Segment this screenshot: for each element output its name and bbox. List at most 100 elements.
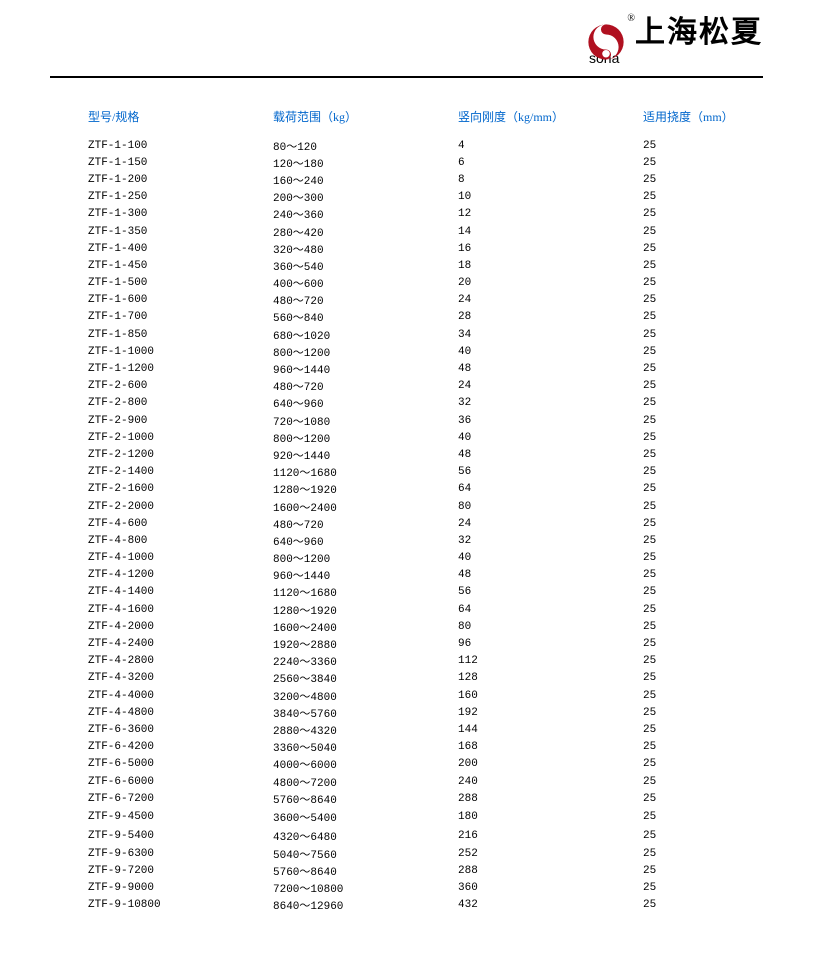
cell-stiffness: 32 <box>458 535 643 547</box>
cell-model: ZTF-4-800 <box>88 535 273 547</box>
cell-model: ZTF-6-5000 <box>88 758 273 770</box>
table-row: ZTF-9-90007200～1080036025 <box>88 880 763 897</box>
table-row: ZTF-9-63005040～756025225 <box>88 845 763 862</box>
cell-model: ZTF-1-850 <box>88 329 273 341</box>
table-row: ZTF-4-48003840～576019225 <box>88 704 763 721</box>
cell-load: 5760～8640 <box>273 863 458 879</box>
cell-model: ZTF-4-4800 <box>88 707 273 719</box>
cell-load: 1920～2880 <box>273 636 458 652</box>
cell-deflection: 25 <box>643 621 763 633</box>
table-row: ZTF-9-108008640～1296043225 <box>88 897 763 914</box>
cell-deflection: 25 <box>643 865 763 877</box>
table-row: ZTF-1-600480～7202425 <box>88 292 763 309</box>
cell-model: ZTF-1-300 <box>88 208 273 220</box>
cell-load: 320～480 <box>273 241 458 257</box>
cell-stiffness: 192 <box>458 707 643 719</box>
cell-deflection: 25 <box>643 243 763 255</box>
cell-load: 120～180 <box>273 155 458 171</box>
cell-stiffness: 216 <box>458 830 643 842</box>
cell-stiffness: 432 <box>458 899 643 911</box>
cell-model: ZTF-6-3600 <box>88 724 273 736</box>
cell-deflection: 25 <box>643 569 763 581</box>
cell-stiffness: 80 <box>458 501 643 513</box>
cell-deflection: 25 <box>643 690 763 702</box>
table-row: ZTF-2-1200920～14404825 <box>88 446 763 463</box>
cell-stiffness: 6 <box>458 157 643 169</box>
cell-stiffness: 200 <box>458 758 643 770</box>
cell-deflection: 25 <box>643 449 763 461</box>
cell-model: ZTF-6-7200 <box>88 793 273 805</box>
table-row: ZTF-1-400320～4801625 <box>88 240 763 257</box>
cell-load: 3840～5760 <box>273 705 458 721</box>
cell-model: ZTF-4-1600 <box>88 604 273 616</box>
cell-deflection: 25 <box>643 586 763 598</box>
cell-load: 3200～4800 <box>273 688 458 704</box>
cell-load: 640～960 <box>273 395 458 411</box>
cell-model: ZTF-1-350 <box>88 226 273 238</box>
cell-load: 480～720 <box>273 378 458 394</box>
cell-load: 5040～7560 <box>273 846 458 862</box>
cell-stiffness: 16 <box>458 243 643 255</box>
cell-model: ZTF-2-1600 <box>88 483 273 495</box>
cell-deflection: 25 <box>643 397 763 409</box>
cell-model: ZTF-9-10800 <box>88 899 273 911</box>
cell-deflection: 25 <box>643 415 763 427</box>
col-header-stiffness: 竖向刚度（kg/mm） <box>458 108 643 125</box>
cell-load: 5760～8640 <box>273 791 458 807</box>
cell-stiffness: 56 <box>458 586 643 598</box>
cell-load: 960～1440 <box>273 567 458 583</box>
table-row: ZTF-4-1200960～14404825 <box>88 567 763 584</box>
table-row: ZTF-6-50004000～600020025 <box>88 756 763 773</box>
cell-model: ZTF-4-1200 <box>88 569 273 581</box>
table-row: ZTF-1-1200960～14404825 <box>88 360 763 377</box>
cell-deflection: 25 <box>643 741 763 753</box>
spec-table: 型号/规格 载荷范围（kg） 竖向刚度（kg/mm） 适用挠度（mm） ZTF-… <box>88 108 763 914</box>
cell-deflection: 25 <box>643 260 763 272</box>
cell-deflection: 25 <box>643 672 763 684</box>
table-row: ZTF-2-16001280～19206425 <box>88 481 763 498</box>
cell-deflection: 25 <box>643 329 763 341</box>
table-row: ZTF-1-10080～120425 <box>88 137 763 154</box>
cell-model: ZTF-2-900 <box>88 415 273 427</box>
cell-load: 680～1020 <box>273 327 458 343</box>
cell-model: ZTF-4-3200 <box>88 672 273 684</box>
cell-deflection: 25 <box>643 707 763 719</box>
table-row: ZTF-9-54004320～648021625 <box>88 826 763 845</box>
cell-stiffness: 14 <box>458 226 643 238</box>
cell-model: ZTF-1-600 <box>88 294 273 306</box>
cell-deflection: 25 <box>643 535 763 547</box>
logo-text: 上海松夏 sona <box>635 18 763 66</box>
cell-stiffness: 180 <box>458 811 643 823</box>
cell-stiffness: 252 <box>458 848 643 860</box>
cell-load: 200～300 <box>273 189 458 205</box>
cell-model: ZTF-6-6000 <box>88 776 273 788</box>
cell-stiffness: 48 <box>458 569 643 581</box>
cell-stiffness: 28 <box>458 311 643 323</box>
cell-stiffness: 4 <box>458 140 643 152</box>
cell-model: ZTF-9-6300 <box>88 848 273 860</box>
cell-load: 800～1200 <box>273 550 458 566</box>
cell-stiffness: 64 <box>458 604 643 616</box>
cell-deflection: 25 <box>643 501 763 513</box>
cell-stiffness: 36 <box>458 415 643 427</box>
cell-deflection: 25 <box>643 811 763 823</box>
cell-load: 8640～12960 <box>273 897 458 913</box>
cell-load: 920～1440 <box>273 447 458 463</box>
table-row: ZTF-1-350280～4201425 <box>88 223 763 240</box>
cell-deflection: 25 <box>643 294 763 306</box>
table-row: ZTF-4-14001120～16805625 <box>88 584 763 601</box>
cell-stiffness: 160 <box>458 690 643 702</box>
cell-stiffness: 12 <box>458 208 643 220</box>
cell-deflection: 25 <box>643 191 763 203</box>
table-row: ZTF-1-700560～8402825 <box>88 309 763 326</box>
cell-stiffness: 168 <box>458 741 643 753</box>
cell-model: ZTF-4-2800 <box>88 655 273 667</box>
cell-load: 2560～3840 <box>273 670 458 686</box>
cell-model: ZTF-2-600 <box>88 380 273 392</box>
cell-model: ZTF-1-450 <box>88 260 273 272</box>
cell-deflection: 25 <box>643 830 763 842</box>
cell-stiffness: 96 <box>458 638 643 650</box>
cell-load: 720～1080 <box>273 413 458 429</box>
table-row: ZTF-4-32002560～384012825 <box>88 670 763 687</box>
content-area: 型号/规格 载荷范围（kg） 竖向刚度（kg/mm） 适用挠度（mm） ZTF-… <box>88 108 763 914</box>
